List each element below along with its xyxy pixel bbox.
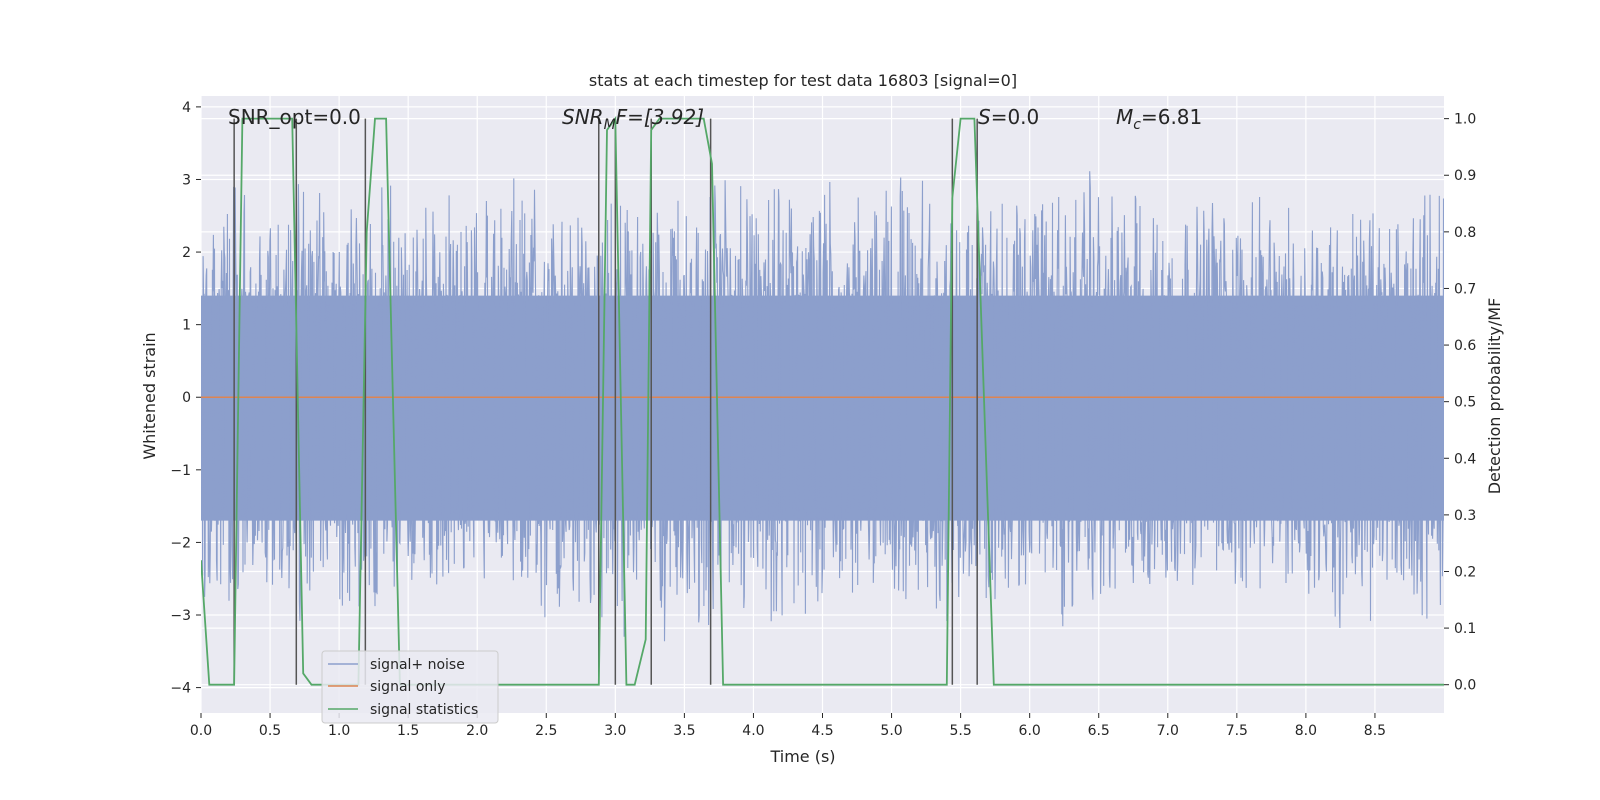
- legend: signal+ noise signal only signal statist…: [321, 650, 499, 724]
- x-tick-label-14: 7.0: [1157, 723, 1179, 739]
- y-tick-label-5: 1: [182, 318, 191, 334]
- y-tick-label-8: 4: [182, 100, 191, 116]
- annotation-mc-rest: =6.81: [1141, 105, 1202, 129]
- y-right-tick-label-5: 0.5: [1454, 395, 1476, 411]
- annotation-snr-mf: SNRMF=[3.92]: [562, 105, 704, 133]
- x-tick-label-12: 6.0: [1019, 723, 1041, 739]
- y-right-tick-label-9: 0.9: [1454, 168, 1476, 184]
- annotation-snr-opt: SNR_opt=0.0: [228, 105, 361, 129]
- x-tick-label-2: 1.0: [328, 723, 350, 739]
- signal-statistics-line: [201, 115, 1444, 686]
- x-tick-label-6: 3.0: [604, 723, 626, 739]
- annotation-snr-mf-sub: M: [604, 117, 616, 133]
- x-tick-label-1: 0.5: [259, 723, 281, 739]
- noise-trace: [201, 171, 1444, 642]
- y-tick-label-2: −2: [170, 535, 191, 551]
- annotation-mc-sub: c: [1133, 117, 1141, 133]
- x-tick-label-3: 1.5: [397, 723, 419, 739]
- annotation-s-rest: =0.0: [991, 105, 1040, 129]
- y-tick-label-6: 2: [182, 245, 191, 261]
- signal-statistics-series: [201, 115, 1444, 686]
- ticks: 0.0 0.5 1.0 1.5 2.0 2.5 3.0 3.5 4.0 4.5 5.0 5.5 6.0 6…: [170, 100, 1476, 739]
- y-right-tick-label-7: 0.7: [1454, 281, 1476, 297]
- y-tick-label-1: −3: [170, 608, 191, 624]
- legend-label-signal-only: signal only: [370, 679, 445, 695]
- y-right-tick-label-0: 0.0: [1454, 678, 1476, 694]
- x-tick-label-5: 2.5: [535, 723, 557, 739]
- y-tick-label-3: −1: [170, 463, 191, 479]
- annotation-mc-main: M: [1116, 105, 1133, 129]
- annotation-snr-mf-rest: F=[3.92]: [616, 105, 704, 129]
- y-right-tick-label-1: 0.1: [1454, 621, 1476, 637]
- y-tick-label-0: −4: [170, 681, 191, 697]
- x-tick-label-10: 5.0: [880, 723, 902, 739]
- y-tick-label-7: 3: [182, 172, 191, 188]
- x-tick-label-11: 5.5: [949, 723, 971, 739]
- legend-label-noise: signal+ noise: [370, 657, 465, 673]
- noise-series: [201, 171, 1444, 642]
- x-tick-label-15: 7.5: [1226, 723, 1248, 739]
- vertical-markers: [233, 118, 978, 685]
- x-tick-label-0: 0.0: [190, 723, 212, 739]
- annotation-s-main: S: [978, 105, 991, 129]
- x-tick-label-17: 8.5: [1364, 723, 1386, 739]
- annotation-s: S=0.0: [978, 105, 1039, 129]
- annotation-mc: Mc=6.81: [1116, 105, 1202, 133]
- x-tick-label-4: 2.0: [466, 723, 488, 739]
- y-axis-label: Whitened strain: [140, 332, 159, 459]
- y-right-tick-label-10: 1.0: [1454, 112, 1476, 128]
- y-right-tick-label-8: 0.8: [1454, 225, 1476, 241]
- y-right-tick-label-2: 0.2: [1454, 564, 1476, 580]
- legend-box: [321, 650, 499, 724]
- y-tick-label-4: 0: [182, 390, 191, 406]
- x-tick-label-13: 6.5: [1088, 723, 1110, 739]
- x-tick-label-7: 3.5: [673, 723, 695, 739]
- y-axis-label-right: Detection probability/MF: [1485, 298, 1504, 495]
- annotation-snr-mf-main: SNR: [562, 105, 604, 129]
- x-tick-label-9: 4.5: [811, 723, 833, 739]
- x-axis-label: Time (s): [769, 747, 835, 766]
- y-right-tick-label-4: 0.4: [1454, 451, 1476, 467]
- y-right-tick-label-6: 0.6: [1454, 338, 1476, 354]
- x-tick-label-16: 8.0: [1295, 723, 1317, 739]
- x-tick-label-8: 4.0: [742, 723, 764, 739]
- chart-title: stats at each timestep for test data 168…: [589, 71, 1017, 90]
- legend-label-signal-statistics: signal statistics: [370, 702, 478, 718]
- y-right-tick-label-3: 0.3: [1454, 508, 1476, 524]
